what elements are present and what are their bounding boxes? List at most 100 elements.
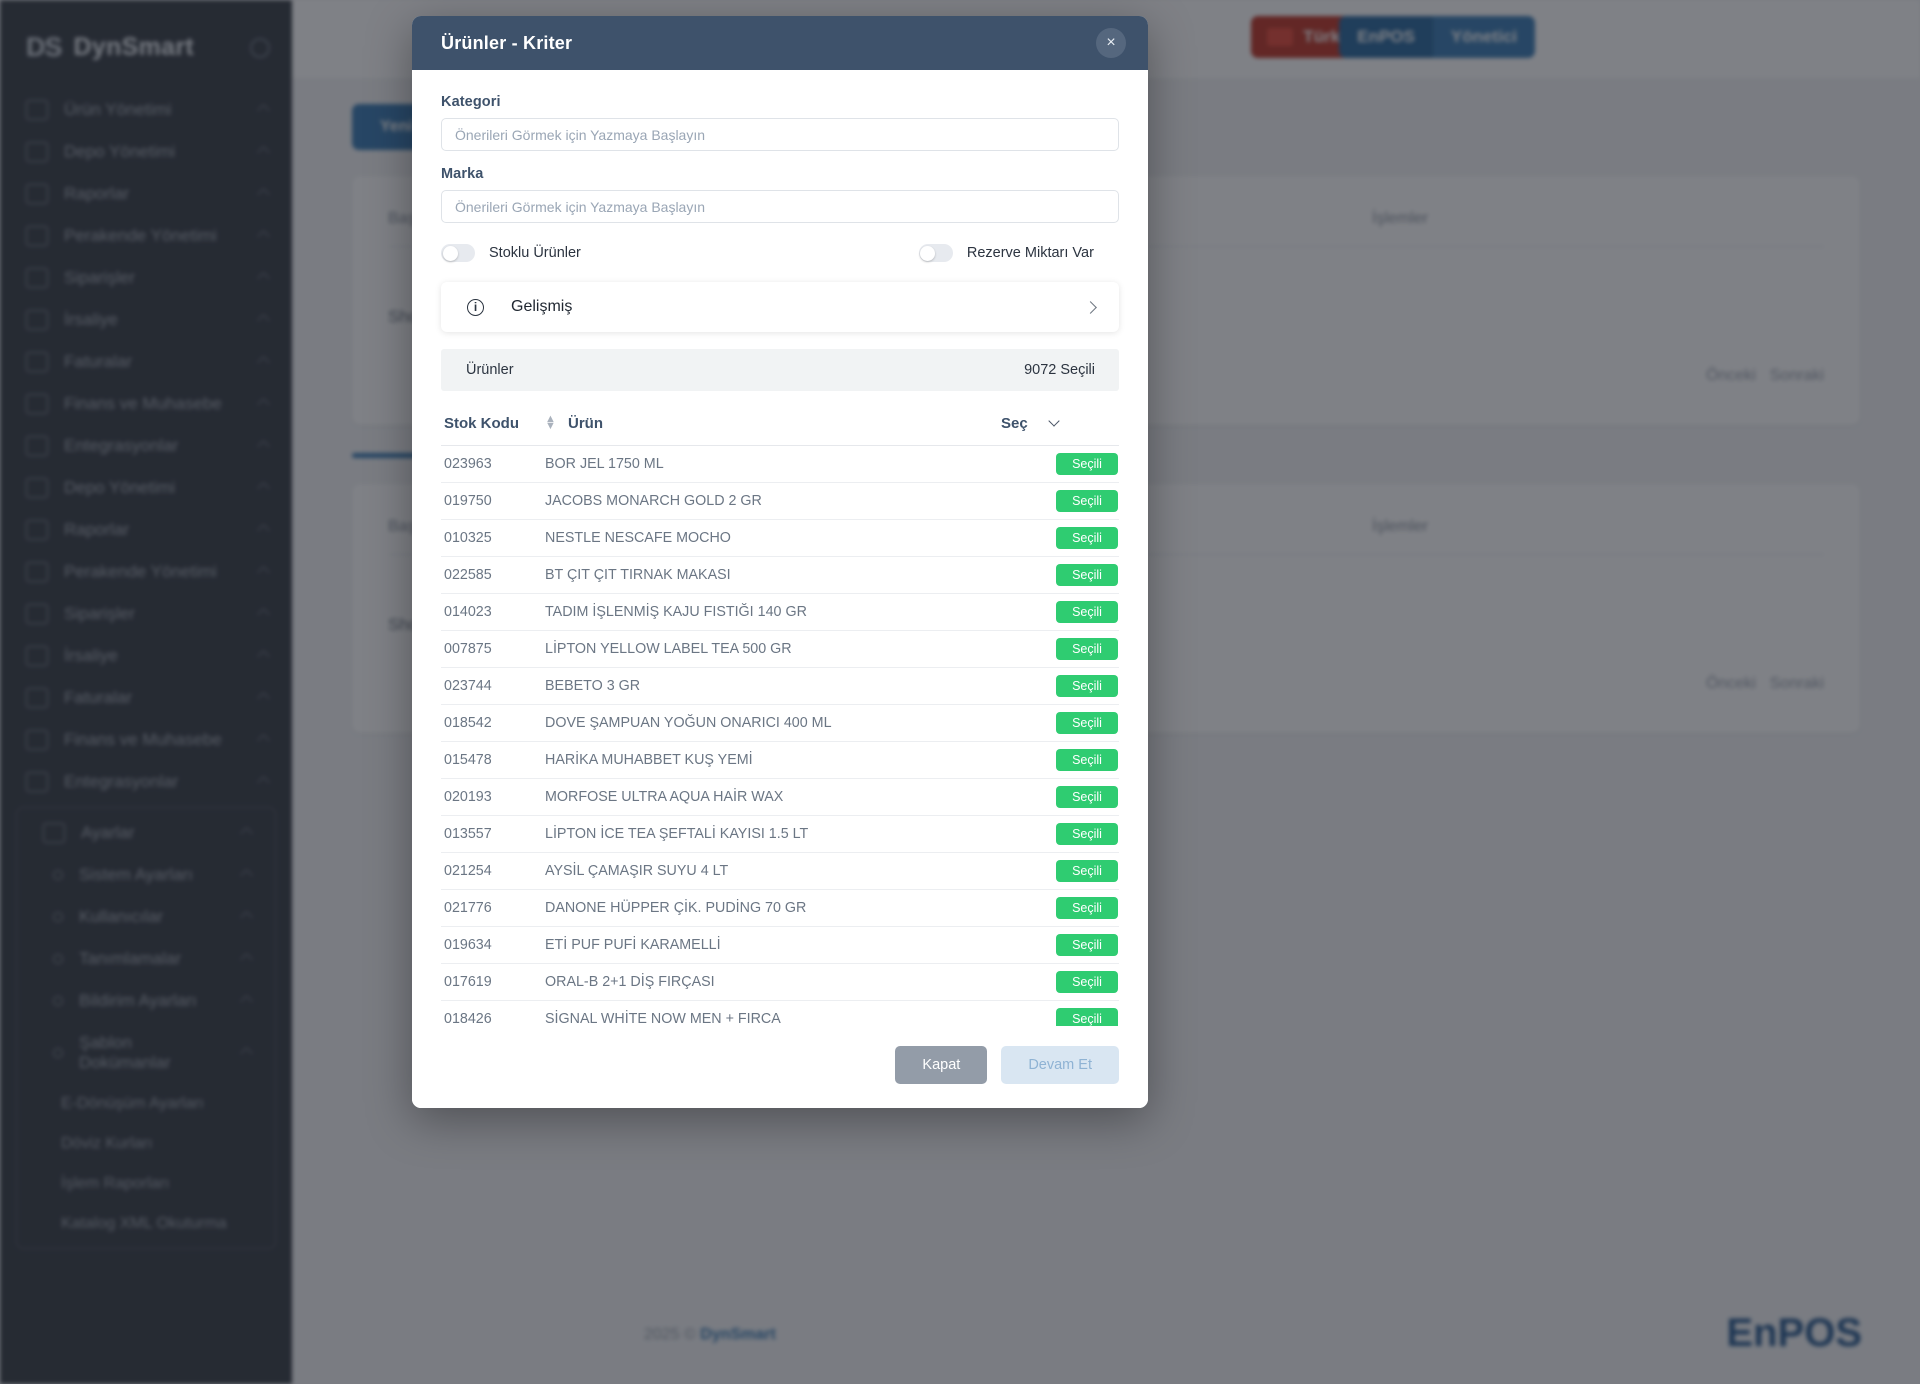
secili-badge[interactable]: Seçili xyxy=(1056,971,1118,993)
stoklu-urunler-toggle[interactable]: Stoklu Ürünler xyxy=(441,244,581,262)
product-table-header-row: Stok Kodu ▲ ▼ Ürün Seç xyxy=(441,407,1119,446)
col-header-sec-label: Seç xyxy=(1001,415,1028,432)
cell-sec: Seçili xyxy=(1001,741,1119,779)
cell-urun: HARİKA MUHABBET KUŞ YEMİ xyxy=(545,741,1001,779)
table-row[interactable]: 023744 BEBETO 3 GR Seçili xyxy=(441,667,1119,705)
col-header-urun[interactable]: ▲ ▼ Ürün xyxy=(545,407,1001,446)
table-row[interactable]: 020193 MORFOSE ULTRA AQUA HAİR WAX Seçili xyxy=(441,778,1119,816)
secili-badge[interactable]: Seçili xyxy=(1056,860,1118,882)
cell-sec: Seçili xyxy=(1001,667,1119,705)
table-row[interactable]: 017619 ORAL-B 2+1 DİŞ FIRÇASI Seçili xyxy=(441,963,1119,1001)
cell-urun: DOVE ŞAMPUAN YOĞUN ONARICI 400 ML xyxy=(545,704,1001,742)
product-count-bar: Ürünler 9072 Seçili xyxy=(441,349,1119,391)
secili-badge[interactable]: Seçili xyxy=(1056,749,1118,771)
modal-title: Ürünler - Kriter xyxy=(441,32,573,53)
table-row[interactable]: 007875 LİPTON YELLOW LABEL TEA 500 GR Seçi… xyxy=(441,630,1119,668)
col-header-sec[interactable]: Seç xyxy=(1001,407,1119,446)
product-count-label: Ürünler xyxy=(466,362,514,378)
cell-sec: Seçili xyxy=(1001,556,1119,594)
advanced-section-toggle[interactable]: i Gelişmiş xyxy=(441,282,1119,332)
table-row[interactable]: 021254 AYSİL ÇAMAŞIR SUYU 4 LT Seçili xyxy=(441,852,1119,890)
rezerve-miktari-label: Rezerve Miktarı Var xyxy=(966,245,1094,261)
table-row[interactable]: 019750 JACOBS MONARCH GOLD 2 GR Seçili xyxy=(441,482,1119,520)
table-row[interactable]: 015478 HARİKA MUHABBET KUŞ YEMİ Seçili xyxy=(441,741,1119,779)
cell-stok-kodu: 020193 xyxy=(441,778,545,816)
secili-badge[interactable]: Seçili xyxy=(1056,712,1118,734)
cell-stok-kodu: 019634 xyxy=(441,926,545,964)
cell-stok-kodu: 015478 xyxy=(441,741,545,779)
marka-input[interactable] xyxy=(441,190,1119,223)
table-row[interactable]: 021776 DANONE HÜPPER ÇİK. PUDİNG 70 GR Seç… xyxy=(441,889,1119,927)
secili-badge[interactable]: Seçili xyxy=(1056,897,1118,919)
modal-footer: Kapat Devam Et xyxy=(412,1026,1148,1108)
cell-urun: ETİ PUF PUFİ KARAMELLİ xyxy=(545,926,1001,964)
modal-body: Kategori Marka Stoklu Ürünler Rezerve Mi… xyxy=(412,70,1148,1026)
secili-badge[interactable]: Seçili xyxy=(1056,453,1118,475)
table-row[interactable]: 018426 SİGNAL WHİTE NOW MEN + FIRCA Seçili xyxy=(441,1000,1119,1026)
cell-urun: NESTLE NESCAFE MOCHO xyxy=(545,519,1001,557)
modal-header: Ürünler - Kriter × xyxy=(412,16,1148,70)
cell-sec: Seçili xyxy=(1001,445,1119,483)
cell-stok-kodu: 018426 xyxy=(441,1000,545,1026)
cell-stok-kodu: 014023 xyxy=(441,593,545,631)
secili-badge[interactable]: Seçili xyxy=(1056,564,1118,586)
cell-urun: DANONE HÜPPER ÇİK. PUDİNG 70 GR xyxy=(545,889,1001,927)
cell-urun: LİPTON YELLOW LABEL TEA 500 GR xyxy=(545,630,1001,668)
cell-urun: BOR JEL 1750 ML xyxy=(545,445,1001,483)
table-row[interactable]: 022585 BT ÇIT ÇIT TIRNAK MAKASI Seçili xyxy=(441,556,1119,594)
table-row[interactable]: 014023 TADIM İŞLENMİŞ KAJU FISTIĞI 140 GR… xyxy=(441,593,1119,631)
table-row[interactable]: 023963 BOR JEL 1750 ML Seçili xyxy=(441,445,1119,483)
kategori-input[interactable] xyxy=(441,118,1119,151)
cell-urun: SİGNAL WHİTE NOW MEN + FIRCA xyxy=(545,1000,1001,1026)
rezerve-miktari-toggle[interactable]: Rezerve Miktarı Var xyxy=(918,244,1094,262)
secili-badge[interactable]: Seçili xyxy=(1056,786,1118,808)
cell-stok-kodu: 017619 xyxy=(441,963,545,1001)
advanced-label: Gelişmiş xyxy=(511,298,573,315)
close-icon[interactable]: × xyxy=(1096,28,1126,58)
cell-sec: Seçili xyxy=(1001,519,1119,557)
table-row[interactable]: 018542 DOVE ŞAMPUAN YOĞUN ONARICI 400 ML S… xyxy=(441,704,1119,742)
cell-sec: Seçili xyxy=(1001,1000,1119,1026)
selected-count: 9072 Seçili xyxy=(1024,362,1095,378)
cell-urun: JACOBS MONARCH GOLD 2 GR xyxy=(545,482,1001,520)
cell-urun: BT ÇIT ÇIT TIRNAK MAKASI xyxy=(545,556,1001,594)
sort-icon[interactable]: ▲ ▼ xyxy=(545,413,556,432)
toggle-switch-icon[interactable] xyxy=(918,244,953,262)
cell-urun: AYSİL ÇAMAŞIR SUYU 4 LT xyxy=(545,852,1001,890)
cell-stok-kodu: 007875 xyxy=(441,630,545,668)
secili-badge[interactable]: Seçili xyxy=(1056,601,1118,623)
cell-sec: Seçili xyxy=(1001,926,1119,964)
cell-sec: Seçili xyxy=(1001,482,1119,520)
cell-stok-kodu: 022585 xyxy=(441,556,545,594)
secili-badge[interactable]: Seçili xyxy=(1056,1008,1118,1026)
chevron-down-icon[interactable] xyxy=(1048,414,1060,427)
cell-urun: LİPTON İCE TEA ŞEFTALİ KAYISI 1.5 LT xyxy=(545,815,1001,853)
cell-urun: TADIM İŞLENMİŞ KAJU FISTIĞI 140 GR xyxy=(545,593,1001,631)
chevron-right-icon xyxy=(1084,300,1097,314)
product-criteria-modal: Ürünler - Kriter × Kategori Marka Stoklu… xyxy=(412,16,1148,1108)
cell-stok-kodu: 021776 xyxy=(441,889,545,927)
secili-badge[interactable]: Seçili xyxy=(1056,490,1118,512)
secili-badge[interactable]: Seçili xyxy=(1056,638,1118,660)
cell-sec: Seçili xyxy=(1001,704,1119,742)
secili-badge[interactable]: Seçili xyxy=(1056,527,1118,549)
cell-sec: Seçili xyxy=(1001,889,1119,927)
table-row[interactable]: 013557 LİPTON İCE TEA ŞEFTALİ KAYISI 1.5 … xyxy=(441,815,1119,853)
toggle-row: Stoklu Ürünler Rezerve Miktarı Var xyxy=(441,244,1119,262)
table-row[interactable]: 019634 ETİ PUF PUFİ KARAMELLİ Seçili xyxy=(441,926,1119,964)
col-header-stok-kodu[interactable]: Stok Kodu xyxy=(441,407,545,446)
cell-stok-kodu: 018542 xyxy=(441,704,545,742)
cell-stok-kodu: 013557 xyxy=(441,815,545,853)
devam-et-button[interactable]: Devam Et xyxy=(1001,1046,1119,1084)
info-icon: i xyxy=(467,298,484,316)
secili-badge[interactable]: Seçili xyxy=(1056,675,1118,697)
kapat-button[interactable]: Kapat xyxy=(895,1046,988,1084)
product-table-body: 023963 BOR JEL 1750 ML Seçili 019750 JACOBS … xyxy=(441,445,1119,1026)
cell-urun: BEBETO 3 GR xyxy=(545,667,1001,705)
secili-badge[interactable]: Seçili xyxy=(1056,823,1118,845)
toggle-switch-icon[interactable] xyxy=(441,244,475,262)
cell-sec: Seçili xyxy=(1001,963,1119,1001)
cell-sec: Seçili xyxy=(1001,815,1119,853)
secili-badge[interactable]: Seçili xyxy=(1056,934,1118,956)
table-row[interactable]: 010325 NESTLE NESCAFE MOCHO Seçili xyxy=(441,519,1119,557)
